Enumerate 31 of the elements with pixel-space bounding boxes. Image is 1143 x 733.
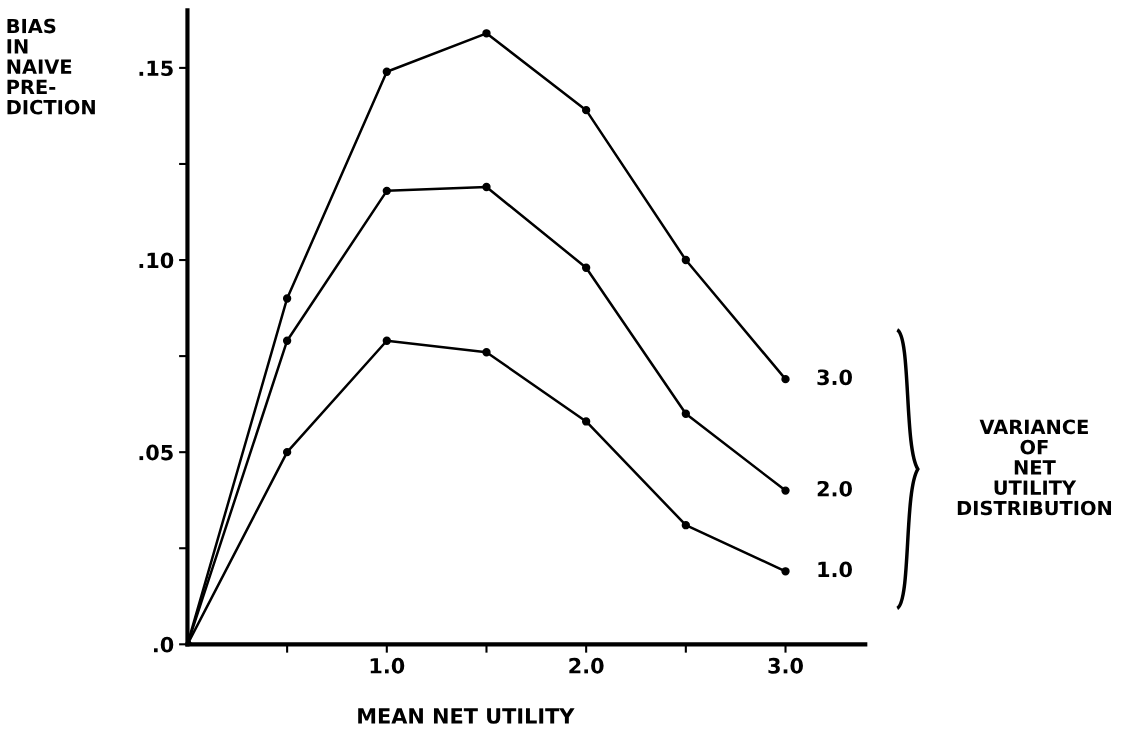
x-axis-title: MEAN NET UTILITY xyxy=(358,708,575,724)
point xyxy=(681,255,691,265)
point xyxy=(482,29,491,38)
series-label: 1.0 xyxy=(818,561,852,578)
point xyxy=(482,348,491,357)
point xyxy=(382,336,391,345)
point xyxy=(681,409,691,418)
point xyxy=(482,182,491,192)
series-label: 2.0 xyxy=(817,480,852,497)
point xyxy=(781,374,790,384)
x-tick-label: 1.0 xyxy=(370,657,405,674)
point xyxy=(581,417,591,426)
point xyxy=(581,263,591,272)
point xyxy=(282,448,292,457)
y-axis-title: BIAS IN NAIVE PRE- DICTION xyxy=(7,18,95,115)
y-tick-label: .10 xyxy=(139,252,174,269)
point xyxy=(581,106,591,115)
y-tick-label: .15 xyxy=(139,60,173,77)
point xyxy=(382,67,391,76)
series-label: 3.0 xyxy=(817,369,852,386)
point xyxy=(282,294,292,303)
point xyxy=(282,336,292,345)
point xyxy=(781,486,790,495)
y-tick-label: .0 xyxy=(153,636,174,653)
x-tick-label: 3.0 xyxy=(768,657,803,674)
x-tick-label: 2.0 xyxy=(569,657,604,674)
y-tick-label: .05 xyxy=(139,444,173,461)
point xyxy=(781,567,790,576)
point xyxy=(681,521,691,530)
point xyxy=(382,186,391,196)
text: VARIANCE OF NET UTILITY DISTRIBUTION xyxy=(957,419,1112,516)
